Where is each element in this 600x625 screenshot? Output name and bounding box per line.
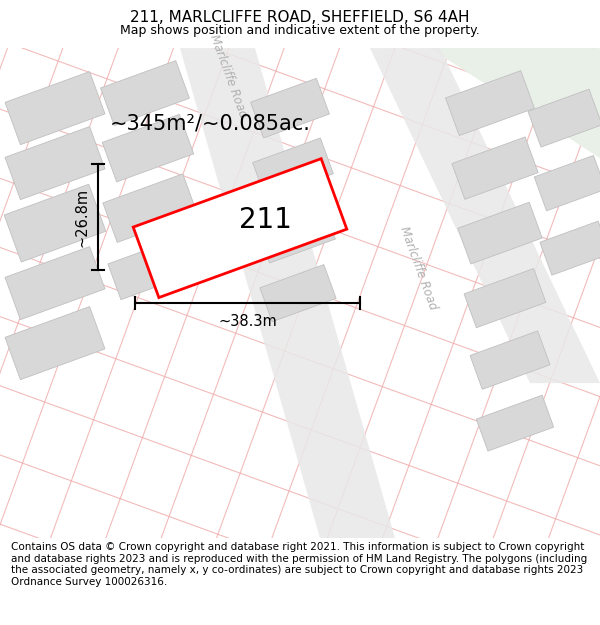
Polygon shape: [260, 264, 336, 322]
Polygon shape: [446, 71, 535, 136]
Text: ~345m²/~0.085ac.: ~345m²/~0.085ac.: [110, 113, 310, 133]
Polygon shape: [257, 203, 335, 263]
Polygon shape: [464, 269, 546, 328]
Text: 211, MARLCLIFFE ROAD, SHEFFIELD, S6 4AH: 211, MARLCLIFFE ROAD, SHEFFIELD, S6 4AH: [130, 11, 470, 26]
Polygon shape: [5, 307, 105, 379]
Polygon shape: [101, 61, 190, 126]
Polygon shape: [370, 48, 600, 383]
Polygon shape: [470, 331, 550, 389]
Text: Contains OS data © Crown copyright and database right 2021. This information is : Contains OS data © Crown copyright and d…: [11, 542, 587, 587]
Text: Map shows position and indicative extent of the property.: Map shows position and indicative extent…: [120, 24, 480, 37]
Polygon shape: [5, 127, 105, 199]
Polygon shape: [458, 202, 542, 264]
Polygon shape: [430, 48, 600, 158]
Polygon shape: [180, 48, 395, 538]
Polygon shape: [452, 137, 538, 199]
Text: ~38.3m: ~38.3m: [218, 314, 277, 329]
Text: 211: 211: [239, 206, 292, 234]
Polygon shape: [251, 78, 329, 138]
Polygon shape: [534, 156, 600, 211]
Polygon shape: [103, 174, 197, 242]
Text: ~26.8m: ~26.8m: [74, 188, 89, 247]
Polygon shape: [5, 247, 105, 319]
Polygon shape: [108, 237, 196, 299]
Polygon shape: [528, 89, 600, 147]
Polygon shape: [133, 159, 347, 298]
Polygon shape: [4, 184, 106, 262]
Polygon shape: [476, 395, 554, 451]
Text: Marlcliffe Road: Marlcliffe Road: [397, 224, 439, 312]
Polygon shape: [253, 138, 334, 198]
Text: Marlcliffe Road: Marlcliffe Road: [207, 32, 249, 119]
Polygon shape: [102, 114, 194, 182]
Polygon shape: [540, 221, 600, 275]
Polygon shape: [5, 72, 105, 144]
